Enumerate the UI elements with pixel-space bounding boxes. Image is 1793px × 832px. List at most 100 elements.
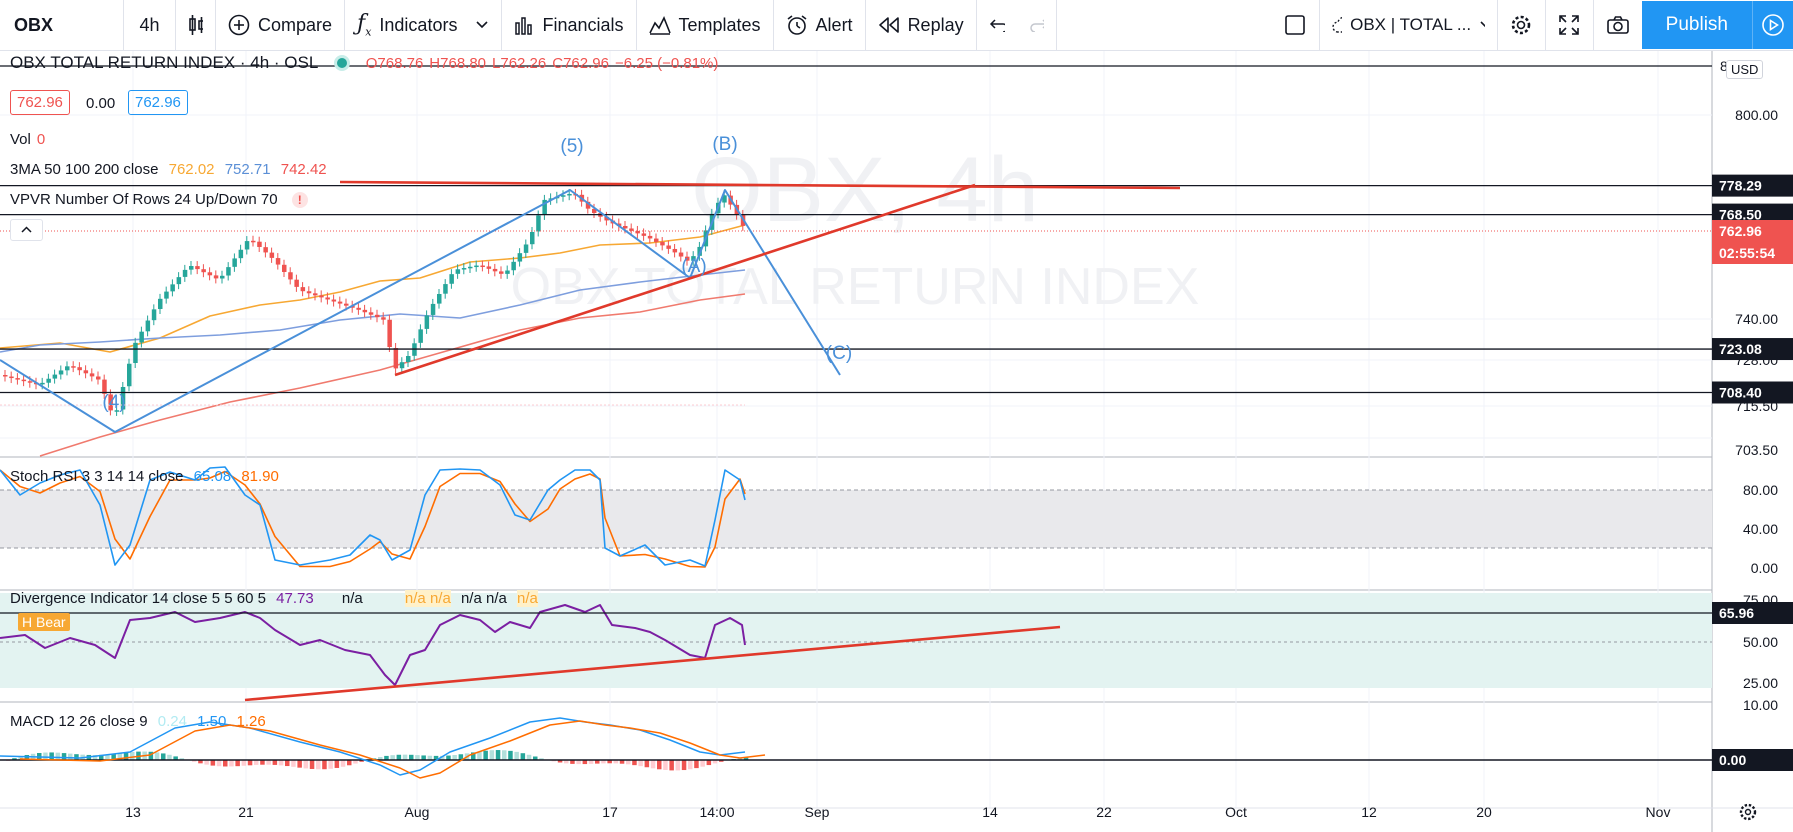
- macd-histogram-bar: [223, 760, 228, 767]
- candle-body: [77, 367, 82, 371]
- candle-body: [257, 241, 262, 247]
- macd-histogram-bar: [613, 760, 619, 764]
- macd-histogram-bar: [595, 760, 600, 764]
- price-pill-723-bg: [1712, 338, 1793, 361]
- macd-histogram-bar: [694, 760, 699, 769]
- interval-button[interactable]: 4h: [124, 0, 176, 50]
- fullscreen-icon: [1559, 15, 1579, 35]
- snapshot-button[interactable]: [1594, 0, 1642, 50]
- replay-button[interactable]: Replay: [866, 0, 977, 50]
- macd-histogram-bar: [378, 757, 383, 760]
- candle-body: [362, 309, 368, 313]
- settings-button[interactable]: [1498, 0, 1546, 50]
- macd-histogram-bar: [18, 756, 23, 760]
- candle-body: [65, 366, 70, 371]
- ma200-line: [39, 293, 746, 457]
- ma200-value: 742.42: [280, 161, 327, 178]
- ma100-value: 752.71: [224, 161, 271, 178]
- macd-pill: 0.00: [1719, 752, 1746, 768]
- macd-histogram-bar: [123, 752, 129, 760]
- currency-label[interactable]: USD: [1726, 60, 1764, 79]
- divergence-label: Divergence Indicator 14 close 5 5 60 5: [10, 590, 266, 607]
- candle-body: [468, 266, 473, 269]
- chart-canvas[interactable]: OBX, 4h OBX TOTAL RETURN INDEX (5) (B) (…: [0, 51, 1793, 832]
- chart-style-button[interactable]: [176, 0, 216, 50]
- drawings: [0, 65, 1712, 702]
- macd-histogram-bar: [489, 750, 495, 760]
- divergence-tick: 50.00: [1743, 634, 1778, 650]
- candle-body: [666, 245, 671, 249]
- macd-histogram-bar: [359, 760, 364, 762]
- countdown-pill-bg: [1712, 242, 1793, 264]
- candle-body: [15, 378, 20, 380]
- templates-button[interactable]: Templates: [637, 0, 774, 50]
- macd-histogram-bar: [161, 753, 166, 760]
- candle-body: [356, 307, 361, 310]
- candle-body: [480, 265, 485, 268]
- financials-button[interactable]: Financials: [502, 0, 637, 50]
- macd-histogram-bar: [688, 760, 693, 770]
- candle-body: [58, 370, 64, 375]
- time-label: 22: [1096, 804, 1112, 820]
- macd-histogram-bar: [477, 751, 482, 760]
- macd-histogram-bar: [396, 754, 402, 760]
- candle-body: [263, 247, 268, 253]
- macd-histogram-bar: [626, 760, 631, 765]
- time-label: 21: [238, 804, 254, 820]
- macd-histogram-bar: [272, 760, 278, 765]
- ohlc-open: O768.76: [365, 55, 424, 72]
- macd-histogram-bar: [669, 760, 674, 771]
- collapse-legend-button[interactable]: [10, 219, 43, 241]
- indicators-button[interactable]: ƒx Indicators: [345, 0, 503, 50]
- fullscreen-button[interactable]: [1546, 0, 1594, 50]
- chevron-up-icon: [21, 226, 32, 233]
- divergence-tick: 25.00: [1743, 675, 1778, 691]
- candle-body: [437, 294, 442, 304]
- candle-body: [461, 268, 467, 270]
- undo-button[interactable]: [977, 0, 1017, 50]
- candle-body: [288, 272, 293, 280]
- layout-select-button[interactable]: [1272, 0, 1320, 50]
- candle-body: [313, 293, 318, 296]
- macd-histogram-bar: [508, 750, 513, 760]
- macd-histogram-bar: [285, 760, 290, 767]
- warning-icon[interactable]: !: [291, 192, 308, 208]
- rising-trendline: [394, 183, 976, 377]
- time-label: 14: [982, 804, 998, 820]
- price-pill-778: 778.29: [1719, 178, 1762, 194]
- buy-price-box[interactable]: 762.96: [128, 90, 188, 115]
- price-tick-top: 8: [1720, 58, 1728, 74]
- time-label: Nov: [1646, 804, 1671, 820]
- alert-label: Alert: [815, 14, 853, 35]
- candle-body: [176, 277, 182, 285]
- redo-button[interactable]: [1017, 0, 1057, 50]
- chevron-down-icon: [1480, 21, 1485, 27]
- candle-body: [561, 195, 566, 197]
- countdown-pill: 02:55:54: [1719, 245, 1775, 261]
- fx-icon: ƒx: [357, 11, 372, 39]
- price-pill-768: 768.50: [1719, 207, 1762, 223]
- macd-histogram-bar: [148, 751, 154, 760]
- layout-name-button[interactable]: OBX | TOTAL ...: [1320, 0, 1498, 50]
- square-icon: [1285, 15, 1305, 35]
- compare-button[interactable]: Compare: [216, 0, 346, 50]
- alert-button[interactable]: Alert: [774, 0, 866, 50]
- stoch-tick: 40.00: [1743, 521, 1778, 537]
- macd-histogram-bar: [49, 752, 54, 760]
- symbol-search[interactable]: OBX: [0, 0, 124, 50]
- layout-name-label: OBX | TOTAL ...: [1350, 15, 1472, 34]
- candle-body: [226, 267, 231, 276]
- publish-button[interactable]: Publish: [1641, 1, 1752, 49]
- candle-body: [387, 319, 392, 347]
- publish-menu-button[interactable]: [1752, 1, 1793, 49]
- time-label: 12: [1361, 804, 1377, 820]
- candle-body: [406, 356, 411, 362]
- gear-icon-center: [1744, 808, 1752, 816]
- macd-histogram-bar: [446, 755, 451, 760]
- alarm-clock-icon: [787, 15, 807, 35]
- sell-price-box[interactable]: 762.96: [10, 90, 70, 115]
- candle-body: [635, 230, 640, 234]
- stoch-d-value: 81.90: [241, 468, 279, 485]
- candle-body: [517, 253, 523, 262]
- candle-body: [319, 295, 324, 298]
